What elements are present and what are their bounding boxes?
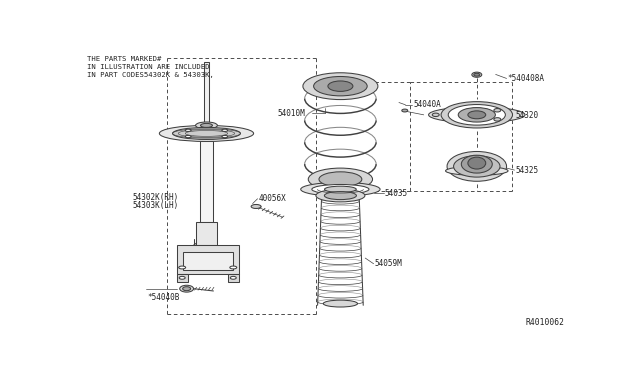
Text: R4010062: R4010062 [525, 318, 564, 327]
Bar [228, 274, 239, 282]
Ellipse shape [445, 166, 508, 175]
Ellipse shape [494, 109, 501, 112]
Text: 54325: 54325 [515, 166, 539, 174]
Bar [204, 62, 209, 125]
Ellipse shape [494, 118, 501, 121]
Ellipse shape [230, 266, 237, 269]
Text: 54303K(LH): 54303K(LH) [132, 201, 179, 210]
Ellipse shape [179, 276, 185, 279]
Ellipse shape [312, 185, 369, 194]
Text: 54040A: 54040A [413, 100, 441, 109]
Bar [177, 274, 188, 282]
Ellipse shape [432, 113, 439, 116]
Ellipse shape [301, 182, 380, 196]
Ellipse shape [159, 125, 253, 141]
Text: 54010M: 54010M [277, 109, 305, 118]
Ellipse shape [180, 285, 193, 292]
Ellipse shape [308, 168, 372, 190]
Ellipse shape [200, 124, 212, 128]
Text: *54040B: *54040B [147, 293, 179, 302]
Bar [200, 141, 213, 222]
Ellipse shape [173, 128, 241, 140]
Ellipse shape [328, 81, 353, 92]
Ellipse shape [314, 77, 367, 96]
Ellipse shape [468, 111, 486, 119]
Ellipse shape [402, 109, 408, 112]
Ellipse shape [474, 73, 480, 76]
Ellipse shape [454, 155, 500, 177]
Ellipse shape [324, 186, 356, 192]
Text: 54320: 54320 [515, 111, 539, 120]
Text: THE PARTS MARKED#
IN ILLUSTRATION ARE INCLUDED
IN PART CODES54302K & 54303K,: THE PARTS MARKED# IN ILLUSTRATION ARE IN… [88, 55, 214, 77]
Ellipse shape [448, 105, 506, 125]
Ellipse shape [222, 129, 228, 131]
Ellipse shape [230, 276, 236, 279]
Ellipse shape [179, 266, 186, 269]
Text: 54035: 54035 [385, 189, 408, 198]
Ellipse shape [185, 129, 191, 131]
Ellipse shape [429, 107, 525, 123]
Ellipse shape [441, 102, 513, 128]
Ellipse shape [303, 73, 378, 100]
Ellipse shape [185, 135, 191, 138]
Text: 54059M: 54059M [374, 259, 403, 268]
Ellipse shape [196, 122, 218, 129]
Bar [177, 245, 239, 274]
Ellipse shape [182, 287, 191, 291]
Text: 54302K(RH): 54302K(RH) [132, 193, 179, 202]
Ellipse shape [447, 151, 507, 181]
Bar [182, 252, 233, 270]
Text: *540408A: *540408A [508, 74, 545, 83]
Ellipse shape [319, 172, 362, 187]
Ellipse shape [461, 155, 492, 173]
Bar [196, 222, 217, 245]
Ellipse shape [323, 300, 358, 307]
Ellipse shape [222, 135, 228, 138]
Ellipse shape [468, 157, 486, 169]
Ellipse shape [324, 192, 356, 200]
Text: 40056X: 40056X [259, 194, 286, 203]
Ellipse shape [472, 72, 482, 77]
Ellipse shape [458, 108, 495, 122]
Ellipse shape [251, 205, 261, 208]
Ellipse shape [316, 189, 365, 202]
